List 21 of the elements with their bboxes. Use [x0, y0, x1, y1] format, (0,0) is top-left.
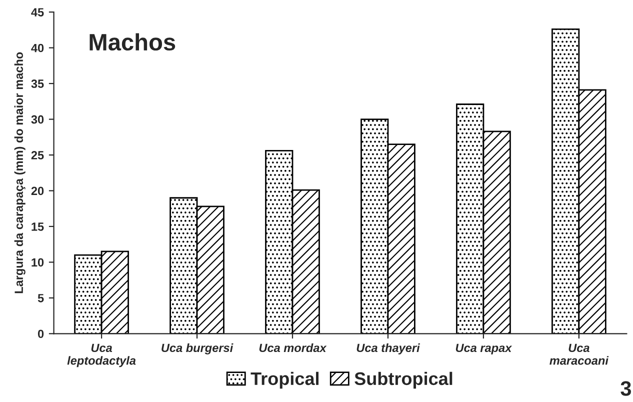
x-tick-label: Uca leptodactyla — [67, 344, 136, 368]
y-tick-label: 5 — [38, 294, 44, 302]
x-tick-label: Uca rapax — [456, 344, 512, 354]
text: 3 — [620, 381, 631, 396]
y-axis-title: Largura da carapaça (mm) do maior macho — [14, 52, 26, 294]
x-tick-label: Uca mordax — [259, 343, 327, 352]
legend-label: Subtropical — [354, 372, 452, 389]
y-tick-label: 40 — [31, 44, 44, 52]
y-tick-label: 20 — [31, 186, 44, 196]
y-tick-label: 25 — [31, 151, 44, 160]
y-tick-label: 35 — [31, 80, 44, 88]
y-tick-label: 10 — [32, 258, 44, 267]
y-tick-label: 45 — [31, 8, 44, 16]
x-tick-label: Uca burgersi — [162, 343, 234, 354]
x-tick-label: Uca maracoani — [550, 344, 609, 365]
legend-label: Tropical — [250, 372, 319, 389]
y-tick-label: 30 — [31, 115, 44, 124]
y-tick-label: 15 — [32, 222, 44, 231]
text: Machos — [90, 33, 176, 51]
y-tick-label: 0 — [38, 330, 44, 338]
x-tick-label: Uca thayeri — [356, 343, 420, 354]
